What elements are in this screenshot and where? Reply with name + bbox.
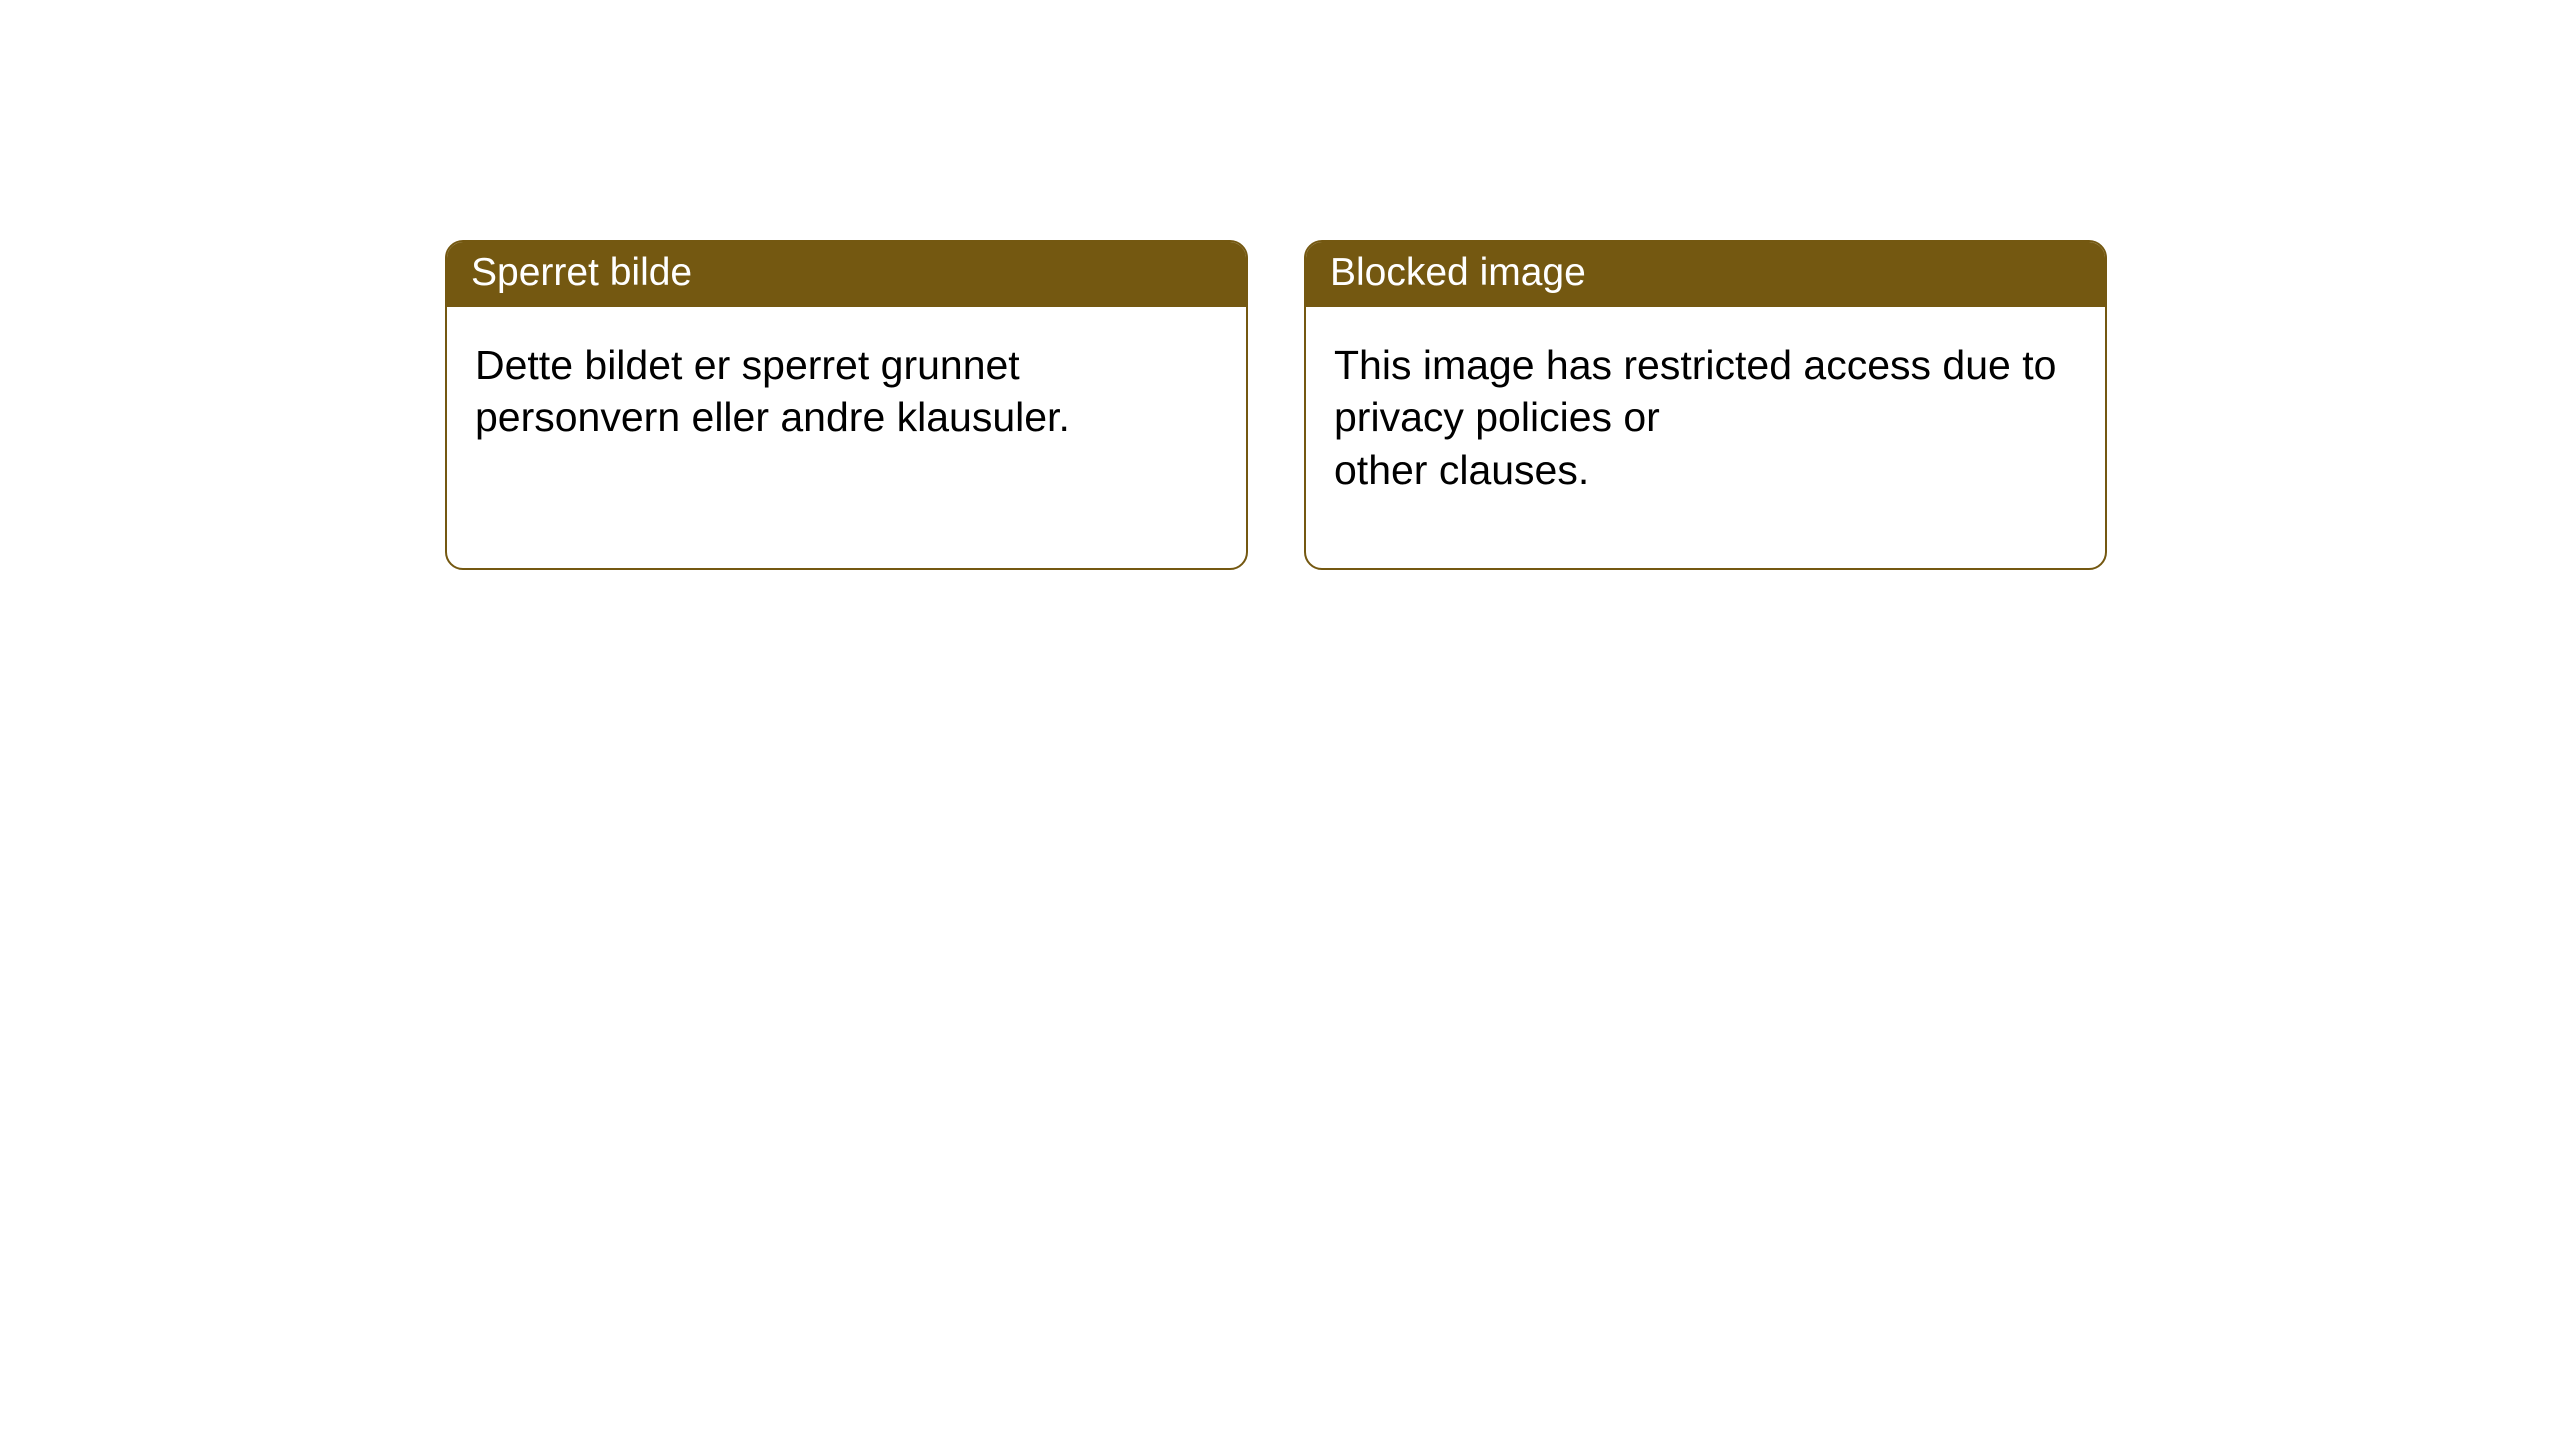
notice-card-no: Sperret bilde Dette bildet er sperret gr… [445, 240, 1248, 570]
notice-container: Sperret bilde Dette bildet er sperret gr… [0, 0, 2560, 570]
notice-card-body-no: Dette bildet er sperret grunnet personve… [447, 307, 1246, 516]
notice-card-header-en: Blocked image [1306, 242, 2105, 307]
notice-card-header-no: Sperret bilde [447, 242, 1246, 307]
notice-card-body-en: This image has restricted access due to … [1306, 307, 2105, 568]
notice-card-en: Blocked image This image has restricted … [1304, 240, 2107, 570]
